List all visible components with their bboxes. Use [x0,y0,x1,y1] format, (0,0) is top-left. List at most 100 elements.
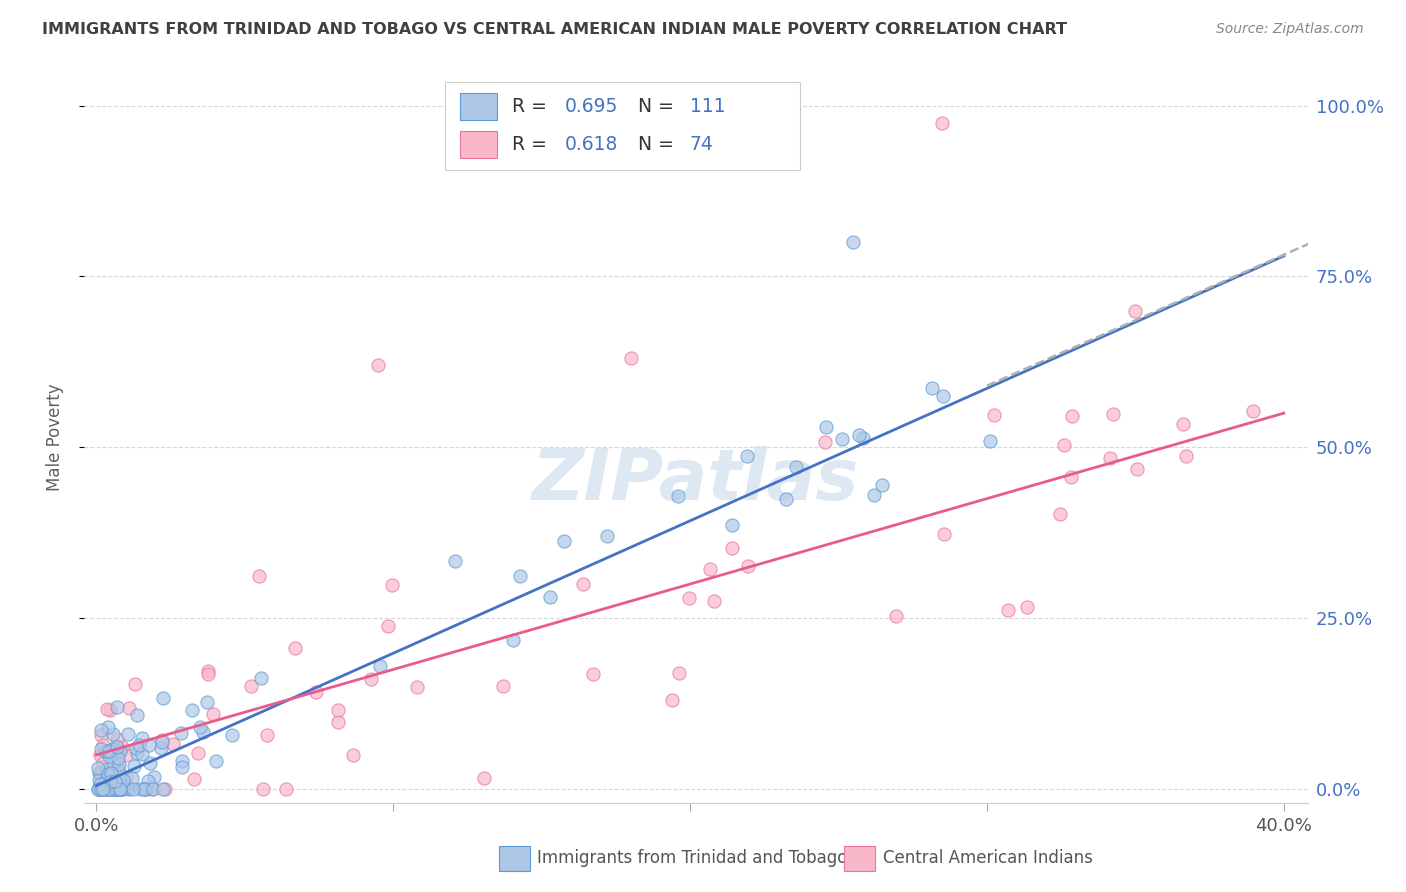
Point [118,782,141,797]
Point [720,541,742,555]
Point [150,740,173,755]
Text: 0.618: 0.618 [565,135,619,154]
Point [183,772,205,786]
Point [104,779,127,793]
Point [105,782,128,797]
Point [735,449,758,463]
Point [107,782,129,797]
Point [135,782,157,797]
Point [931,389,953,403]
Point [699,562,721,576]
Text: Immigrants from Trinidad and Tobago: Immigrants from Trinidad and Tobago [537,849,848,867]
Point [921,381,943,395]
Point [737,559,759,574]
Text: 111: 111 [690,97,725,116]
Point [162,738,184,752]
Point [997,603,1019,617]
Point [596,529,619,543]
Point [115,770,138,784]
Point [98,782,121,797]
Point [775,491,797,506]
Point [87,772,110,787]
Point [170,760,193,774]
Point [93,738,115,752]
Point [703,594,725,608]
Point [111,779,134,793]
Point [107,751,129,765]
Point [170,755,193,769]
Y-axis label: Male Poverty: Male Poverty [45,384,63,491]
Point [90,723,112,737]
Point [91,782,114,797]
Point [284,641,307,656]
Point [150,732,173,747]
Point [124,741,146,756]
Point [107,782,129,797]
Point [98,703,121,717]
Point [931,115,953,129]
Point [1059,470,1081,484]
Point [103,727,125,741]
Point [110,782,132,797]
Point [87,766,110,780]
Point [93,756,115,771]
Text: N =: N = [638,135,681,154]
Point [620,351,643,366]
Point [108,757,131,772]
Point [125,746,148,760]
FancyBboxPatch shape [460,93,496,120]
Point [89,777,111,791]
Point [814,435,837,450]
Point [197,666,219,681]
Point [93,782,115,797]
Point [380,577,402,591]
Point [96,762,118,776]
Point [101,782,124,797]
Point [108,782,131,797]
Point [97,721,120,735]
Point [1123,304,1146,318]
Point [101,756,124,771]
Point [443,554,465,568]
Point [250,671,273,685]
Point [112,780,135,795]
Point [342,747,364,762]
Point [191,725,214,739]
Point [201,707,224,722]
Point [97,782,120,797]
Point [1062,409,1084,423]
Point [1049,507,1071,521]
Point [94,744,117,758]
Point [240,679,263,693]
Text: R =: R = [513,97,554,116]
Point [221,728,243,742]
Point [107,764,129,779]
Point [104,782,127,797]
Point [124,676,146,690]
Point [842,235,865,250]
Point [155,782,177,797]
Point [582,666,605,681]
Point [141,780,163,794]
Point [139,756,162,771]
Point [661,692,683,706]
Text: IMMIGRANTS FROM TRINIDAD AND TOBAGO VS CENTRAL AMERICAN INDIAN MALE POVERTY CORR: IMMIGRANTS FROM TRINIDAD AND TOBAGO VS C… [42,22,1067,37]
Point [143,770,166,784]
Point [115,781,138,796]
Point [90,782,112,797]
Point [87,761,110,775]
Point [142,782,165,797]
Point [124,759,146,773]
Point [1175,449,1198,463]
FancyBboxPatch shape [460,130,496,159]
Point [721,518,744,533]
Point [326,715,349,730]
Point [305,685,328,699]
Point [138,774,160,789]
Point [111,772,134,787]
Point [1125,462,1147,476]
Text: 0.695: 0.695 [565,97,619,116]
Point [96,701,118,715]
Point [814,420,837,434]
Point [110,744,132,758]
